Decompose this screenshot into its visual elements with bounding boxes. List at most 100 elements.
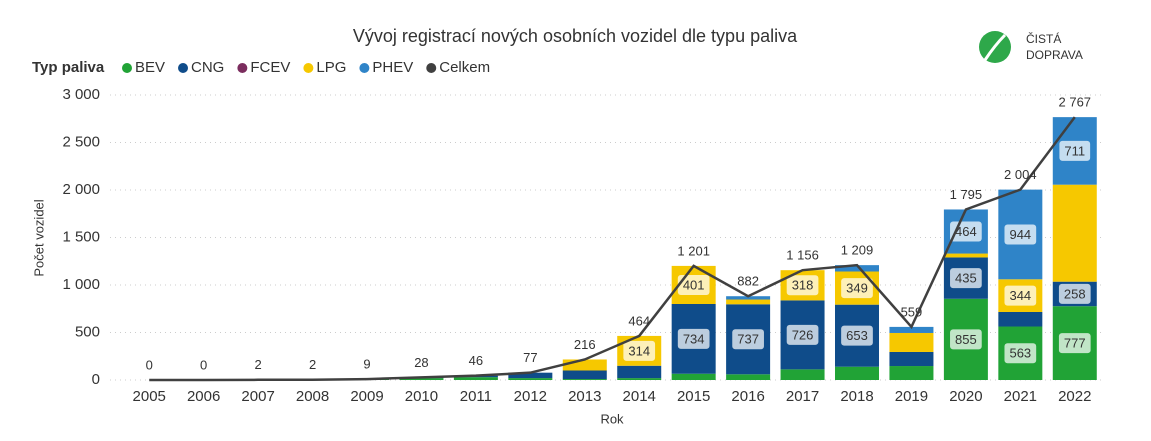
data-label: 258 xyxy=(1064,286,1086,301)
bar-segment xyxy=(726,299,771,305)
legend-marker xyxy=(426,63,437,73)
data-label: 563 xyxy=(1009,346,1031,361)
y-tick-label: 1 500 xyxy=(62,228,100,245)
total-label: 2 767 xyxy=(1059,95,1092,110)
data-label: 734 xyxy=(683,331,705,346)
x-tick-label: 2014 xyxy=(623,388,656,405)
data-label-box xyxy=(950,268,982,289)
data-label: 726 xyxy=(786,324,819,345)
bar-segment xyxy=(508,378,553,380)
bar-segment xyxy=(399,378,444,380)
y-axis-title: Počet vozidel xyxy=(31,199,46,276)
y-tick-label: 2 000 xyxy=(62,181,100,198)
data-label-box xyxy=(1059,140,1091,161)
data-label: 349 xyxy=(841,278,873,299)
data-label-box xyxy=(677,274,710,295)
data-label-box xyxy=(1058,333,1091,354)
legend-label: LPG xyxy=(316,59,346,76)
data-label: 734 xyxy=(677,328,710,349)
total-label: 46 xyxy=(469,353,483,368)
data-label: 653 xyxy=(841,325,873,346)
data-label: 344 xyxy=(1009,288,1031,303)
logo: ČISTÁ DOPRAVA xyxy=(979,31,1083,63)
data-label: 401 xyxy=(677,274,710,295)
data-label: 711 xyxy=(1064,143,1085,158)
legend-label: FCEV xyxy=(250,59,290,76)
bar-segment xyxy=(617,365,662,379)
data-label-box xyxy=(1058,283,1091,304)
x-tick-label: 2018 xyxy=(840,388,873,405)
logo-text: ČISTÁ xyxy=(1026,31,1061,46)
total-label: 216 xyxy=(574,337,596,352)
bar-segment xyxy=(562,359,607,371)
legend-label: BEV xyxy=(135,59,165,76)
legend-marker xyxy=(303,63,314,73)
data-label: 349 xyxy=(846,281,868,296)
data-label-box xyxy=(786,324,819,345)
x-tick-label: 2017 xyxy=(786,388,819,405)
data-label-box xyxy=(1004,285,1037,306)
data-label: 401 xyxy=(683,277,705,292)
data-label: 563 xyxy=(1004,343,1037,364)
legend-marker xyxy=(122,63,132,73)
total-label: 0 xyxy=(146,357,153,372)
x-tick-label: 2012 xyxy=(514,388,547,405)
x-axis-title: Rok xyxy=(600,411,624,426)
data-label: 944 xyxy=(1004,224,1037,245)
data-label: 737 xyxy=(732,329,764,350)
total-label: 1 156 xyxy=(786,248,819,263)
x-tick-label: 2022 xyxy=(1058,388,1091,405)
data-label: 318 xyxy=(786,275,819,296)
bar-segment xyxy=(726,374,771,380)
x-tick-label: 2015 xyxy=(677,388,710,405)
x-tick-label: 2006 xyxy=(187,388,220,405)
data-label: 855 xyxy=(955,332,977,347)
x-tick-label: 2011 xyxy=(460,388,492,405)
x-tick-label: 2008 xyxy=(296,388,329,405)
data-label: 464 xyxy=(955,224,977,239)
data-label: 258 xyxy=(1058,283,1091,304)
x-tick-label: 2021 xyxy=(1004,388,1037,405)
x-tick-label: 2013 xyxy=(568,388,601,405)
data-label-box xyxy=(623,340,656,361)
total-label: 559 xyxy=(901,304,923,319)
total-label: 464 xyxy=(628,313,650,328)
logo-road xyxy=(983,33,1007,61)
data-label: 344 xyxy=(1004,285,1037,306)
y-tick-label: 2 500 xyxy=(62,133,100,150)
bar-segment xyxy=(508,372,553,379)
bar-segment xyxy=(1052,184,1097,282)
data-label-box xyxy=(841,278,873,299)
total-label: 9 xyxy=(363,357,370,372)
chart-title: Vývoj registrací nových osobních vozidel… xyxy=(353,26,798,46)
bar-segment xyxy=(835,366,879,380)
data-label: 653 xyxy=(846,328,868,343)
bar-segment xyxy=(780,369,825,380)
data-label: 737 xyxy=(737,332,759,347)
x-tick-label: 2009 xyxy=(350,388,383,405)
data-label-box xyxy=(1004,224,1037,245)
bar-segment xyxy=(889,366,934,380)
data-label: 855 xyxy=(950,329,982,350)
bar-segment xyxy=(943,253,988,258)
data-label-box xyxy=(677,328,710,349)
total-label: 1 201 xyxy=(677,243,710,258)
legend-marker xyxy=(178,63,189,73)
x-tick-label: 2020 xyxy=(949,388,982,405)
total-label: 1 795 xyxy=(950,187,983,202)
data-label-box xyxy=(786,275,819,296)
legend-label: PHEV xyxy=(372,59,413,76)
y-tick-label: 500 xyxy=(75,323,100,340)
data-label-box xyxy=(950,329,982,350)
total-label: 77 xyxy=(523,350,537,365)
data-label: 777 xyxy=(1058,333,1091,354)
data-label: 944 xyxy=(1009,227,1031,242)
bar-segment xyxy=(671,373,716,380)
x-tick-label: 2016 xyxy=(731,388,764,405)
y-tick-label: 3 000 xyxy=(62,86,100,103)
total-label: 882 xyxy=(737,274,759,289)
total-label: 0 xyxy=(200,357,207,372)
data-label-box xyxy=(1004,343,1037,364)
y-tick-label: 1 000 xyxy=(62,276,100,293)
